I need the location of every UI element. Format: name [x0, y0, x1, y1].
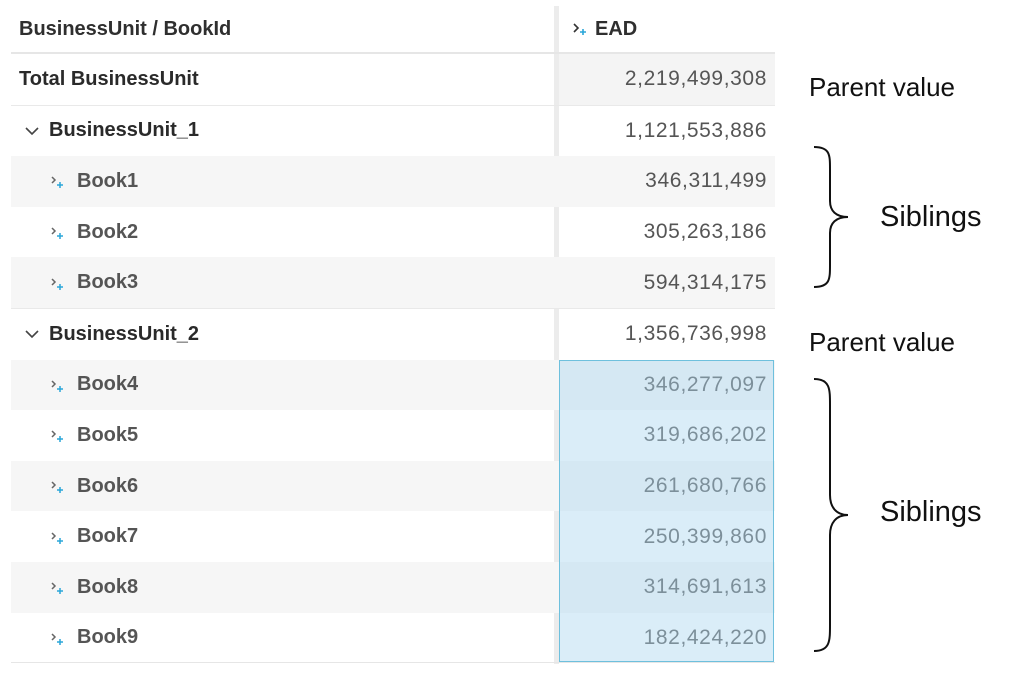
book-value[interactable]: 346,277,097 — [643, 372, 767, 396]
group-label: BusinessUnit_2 — [49, 322, 200, 345]
book-label: Book2 — [77, 220, 139, 243]
book-value[interactable]: 346,311,499 — [645, 169, 767, 193]
drilldown-icon[interactable] — [49, 274, 71, 292]
table-row[interactable]: Book5 319,686,202 — [11, 410, 775, 461]
chevron-down-icon[interactable] — [21, 120, 43, 142]
drilldown-icon — [573, 23, 586, 35]
group-row-businessunit-2[interactable]: BusinessUnit_2 1,356,736,998 — [11, 309, 775, 360]
drilldown-icon[interactable] — [49, 528, 71, 546]
drilldown-icon[interactable] — [49, 172, 71, 190]
book-label: Book8 — [77, 575, 139, 598]
drilldown-icon[interactable] — [49, 578, 71, 596]
drilldown-icon[interactable] — [49, 223, 71, 241]
measure-header-label: EAD — [595, 17, 638, 40]
table-row[interactable]: Book9 182,424,220 — [11, 613, 775, 664]
annotation-parent-value: Parent value — [809, 327, 955, 357]
drilldown-icon[interactable] — [49, 629, 71, 647]
total-row[interactable]: Total BusinessUnit 2,219,499,308 — [11, 54, 775, 106]
drilldown-icon[interactable] — [49, 376, 71, 394]
table-row[interactable]: Book7 250,399,860 — [11, 511, 775, 562]
annotation-siblings: Siblings — [880, 201, 982, 233]
book-value[interactable]: 305,263,186 — [643, 220, 767, 244]
book-value[interactable]: 261,680,766 — [643, 474, 767, 498]
table-row[interactable]: Book4 346,277,097 — [11, 359, 775, 411]
table-bottom-border — [11, 662, 775, 663]
column-separator[interactable] — [554, 6, 559, 664]
book-value[interactable]: 594,314,175 — [643, 270, 767, 294]
book-value[interactable]: 319,686,202 — [643, 423, 767, 447]
table-row[interactable]: Book1 346,311,499 — [11, 156, 775, 207]
header-row: BusinessUnit / BookId EAD — [11, 6, 775, 54]
table-row[interactable]: Book6 261,680,766 — [11, 460, 775, 512]
right-brace-icon — [813, 146, 849, 288]
annotation-siblings: Siblings — [880, 496, 982, 528]
measure-header[interactable]: EAD — [559, 6, 775, 52]
book-label: Book6 — [77, 474, 139, 497]
group-label: BusinessUnit_1 — [49, 119, 200, 142]
group-value[interactable]: 1,356,736,998 — [624, 322, 767, 346]
table-row[interactable]: Book8 314,691,613 — [11, 561, 775, 613]
book-label: Book9 — [77, 626, 139, 649]
table-row[interactable]: Book3 594,314,175 — [11, 257, 775, 309]
drilldown-icon[interactable] — [49, 426, 71, 444]
book-label: Book4 — [77, 373, 139, 396]
group-row-businessunit-1[interactable]: BusinessUnit_1 1,121,553,886 — [11, 106, 775, 157]
right-brace-icon — [813, 378, 849, 652]
book-value[interactable]: 250,399,860 — [643, 524, 767, 548]
dimension-header[interactable]: BusinessUnit / BookId — [19, 17, 232, 40]
table-row[interactable]: Book2 305,263,186 — [11, 207, 775, 258]
drilldown-icon[interactable] — [49, 477, 71, 495]
book-value[interactable]: 314,691,613 — [643, 575, 767, 599]
chevron-down-icon[interactable] — [21, 323, 43, 345]
pivot-table: BusinessUnit / BookId EAD Total Business… — [11, 6, 775, 664]
book-label: Book3 — [77, 271, 139, 294]
annotation-parent-value: Parent value — [809, 72, 955, 102]
book-label: Book7 — [77, 525, 139, 548]
book-label: Book1 — [77, 169, 139, 192]
book-label: Book5 — [77, 423, 139, 446]
book-value[interactable]: 182,424,220 — [643, 625, 767, 649]
group-value[interactable]: 1,121,553,886 — [624, 118, 767, 142]
total-value[interactable]: 2,219,499,308 — [559, 54, 775, 105]
total-label: Total BusinessUnit — [19, 67, 199, 90]
